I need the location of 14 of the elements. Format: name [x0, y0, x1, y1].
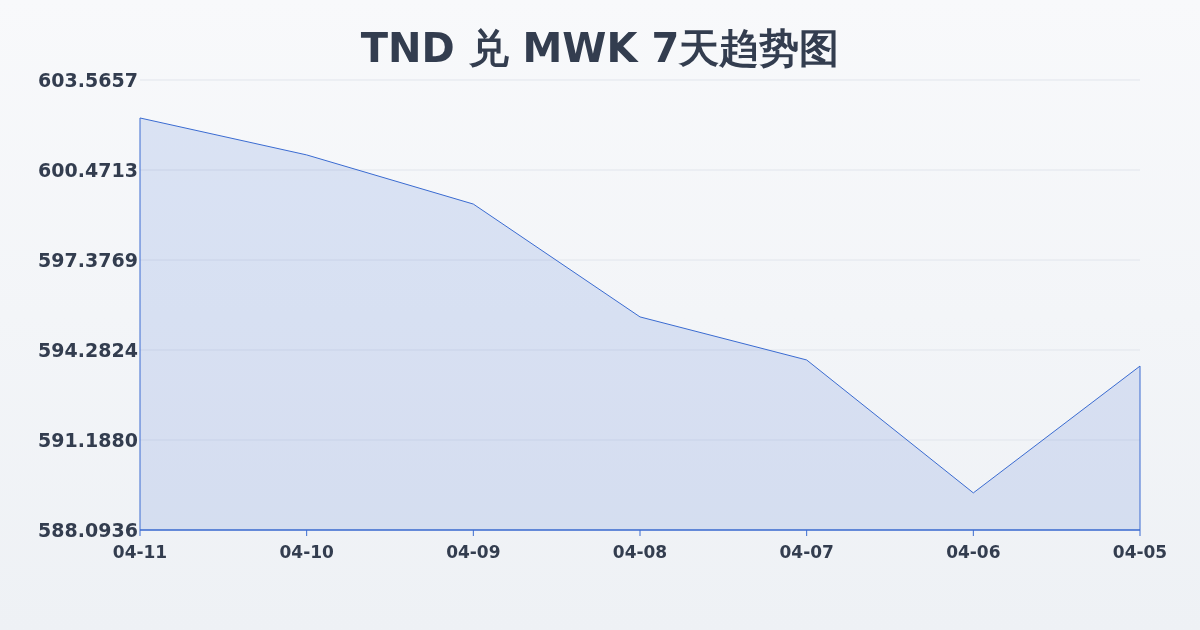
x-tick-label: 04-10 [279, 542, 335, 562]
x-tick-label: 04-05 [1112, 542, 1168, 562]
x-tick-label: 04-08 [612, 542, 668, 562]
x-tick-label: 04-11 [112, 542, 168, 562]
chart-title: TND 兑 MWK 7天趋势图 [360, 25, 840, 71]
x-tick-label: 04-09 [446, 542, 501, 562]
y-tick-label: 600.4713 [38, 159, 138, 181]
y-tick-label: 597.3769 [38, 249, 138, 271]
y-tick-label: 591.1880 [38, 429, 138, 451]
x-tick-label: 04-07 [779, 542, 834, 562]
y-tick-label: 603.5657 [38, 69, 138, 91]
x-tick-label: 04-06 [946, 542, 1001, 562]
y-tick-label: 588.0936 [38, 519, 138, 541]
y-tick-label: 594.2824 [38, 339, 138, 361]
